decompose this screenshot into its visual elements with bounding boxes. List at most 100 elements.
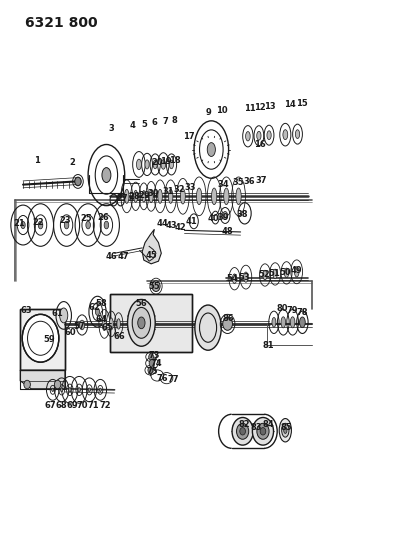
Ellipse shape: [207, 143, 215, 157]
Text: 46: 46: [105, 253, 117, 261]
Text: 12: 12: [254, 103, 266, 112]
Circle shape: [22, 314, 59, 362]
Text: 17: 17: [183, 132, 194, 141]
Ellipse shape: [211, 188, 217, 205]
Text: 75: 75: [146, 367, 158, 376]
Circle shape: [149, 354, 153, 360]
Text: 63: 63: [20, 305, 32, 314]
Ellipse shape: [80, 320, 84, 330]
Text: 41: 41: [185, 217, 197, 227]
Text: 51: 51: [268, 269, 280, 278]
Ellipse shape: [132, 308, 151, 338]
Ellipse shape: [197, 188, 202, 205]
Text: 56: 56: [135, 299, 147, 308]
Text: 39: 39: [218, 213, 229, 222]
Text: 55: 55: [149, 281, 160, 290]
Ellipse shape: [290, 317, 295, 328]
Text: 69: 69: [66, 401, 78, 410]
Text: 57: 57: [73, 321, 85, 330]
Text: 73: 73: [149, 351, 160, 360]
Ellipse shape: [78, 387, 80, 392]
Ellipse shape: [134, 190, 137, 203]
Ellipse shape: [233, 274, 237, 284]
Bar: [20, 309, 65, 370]
Text: 27: 27: [117, 194, 129, 203]
Text: 14: 14: [284, 100, 296, 109]
Ellipse shape: [246, 132, 250, 141]
Text: 67: 67: [44, 401, 56, 410]
Ellipse shape: [60, 388, 63, 392]
Circle shape: [152, 281, 160, 292]
Ellipse shape: [161, 160, 166, 169]
Text: 62: 62: [89, 303, 100, 312]
Ellipse shape: [102, 167, 111, 182]
Text: 45: 45: [145, 252, 157, 260]
Text: 9: 9: [205, 108, 211, 117]
Ellipse shape: [299, 317, 305, 328]
Text: 66: 66: [113, 332, 125, 341]
Text: 36: 36: [244, 177, 255, 186]
Ellipse shape: [272, 318, 276, 327]
Ellipse shape: [257, 131, 261, 140]
Text: 82: 82: [238, 421, 250, 430]
Ellipse shape: [138, 317, 145, 329]
Text: 49: 49: [291, 266, 302, 275]
Bar: [20, 309, 65, 370]
Text: 6321 800: 6321 800: [25, 15, 98, 29]
Text: 68: 68: [56, 401, 67, 410]
Ellipse shape: [102, 317, 106, 330]
Ellipse shape: [224, 188, 229, 205]
Text: 43: 43: [166, 221, 177, 230]
Ellipse shape: [86, 221, 91, 229]
Text: 22: 22: [32, 219, 44, 228]
Bar: [111, 294, 192, 352]
Text: 25: 25: [80, 214, 92, 223]
Ellipse shape: [117, 319, 120, 329]
Polygon shape: [142, 229, 161, 264]
Text: 37: 37: [255, 176, 267, 185]
Ellipse shape: [128, 300, 155, 346]
Text: 30: 30: [147, 189, 159, 198]
Ellipse shape: [236, 188, 241, 205]
Text: 7: 7: [162, 117, 168, 126]
Ellipse shape: [169, 160, 173, 169]
Ellipse shape: [180, 189, 185, 204]
Bar: [111, 294, 192, 352]
Ellipse shape: [88, 388, 91, 392]
Ellipse shape: [109, 318, 113, 330]
Ellipse shape: [244, 272, 248, 282]
Ellipse shape: [52, 388, 54, 392]
Text: 59: 59: [43, 335, 55, 344]
Circle shape: [253, 417, 273, 445]
Text: 38: 38: [237, 210, 248, 219]
Ellipse shape: [284, 268, 289, 278]
Text: 60: 60: [65, 328, 76, 337]
Text: 10: 10: [217, 106, 228, 115]
Ellipse shape: [284, 427, 287, 433]
Ellipse shape: [145, 160, 149, 169]
Ellipse shape: [295, 130, 299, 139]
Text: 53: 53: [238, 273, 250, 281]
Text: 58: 58: [96, 299, 107, 308]
Text: 47: 47: [118, 253, 129, 261]
Text: 34: 34: [218, 180, 229, 189]
Ellipse shape: [142, 191, 146, 202]
Text: 81: 81: [262, 341, 274, 350]
Text: 83: 83: [250, 423, 262, 432]
Text: 80: 80: [277, 304, 288, 313]
Text: 76: 76: [157, 374, 169, 383]
Text: 84: 84: [262, 421, 274, 430]
Ellipse shape: [149, 190, 153, 203]
Ellipse shape: [267, 131, 271, 140]
Ellipse shape: [99, 388, 101, 392]
Text: 65: 65: [101, 323, 113, 332]
Ellipse shape: [195, 305, 221, 350]
Text: 5: 5: [141, 119, 147, 128]
Ellipse shape: [153, 160, 157, 169]
Text: 31: 31: [163, 187, 175, 196]
Text: 23: 23: [59, 216, 71, 225]
Text: 13: 13: [264, 102, 276, 111]
Polygon shape: [20, 370, 65, 389]
Ellipse shape: [282, 423, 289, 437]
Ellipse shape: [64, 221, 69, 229]
